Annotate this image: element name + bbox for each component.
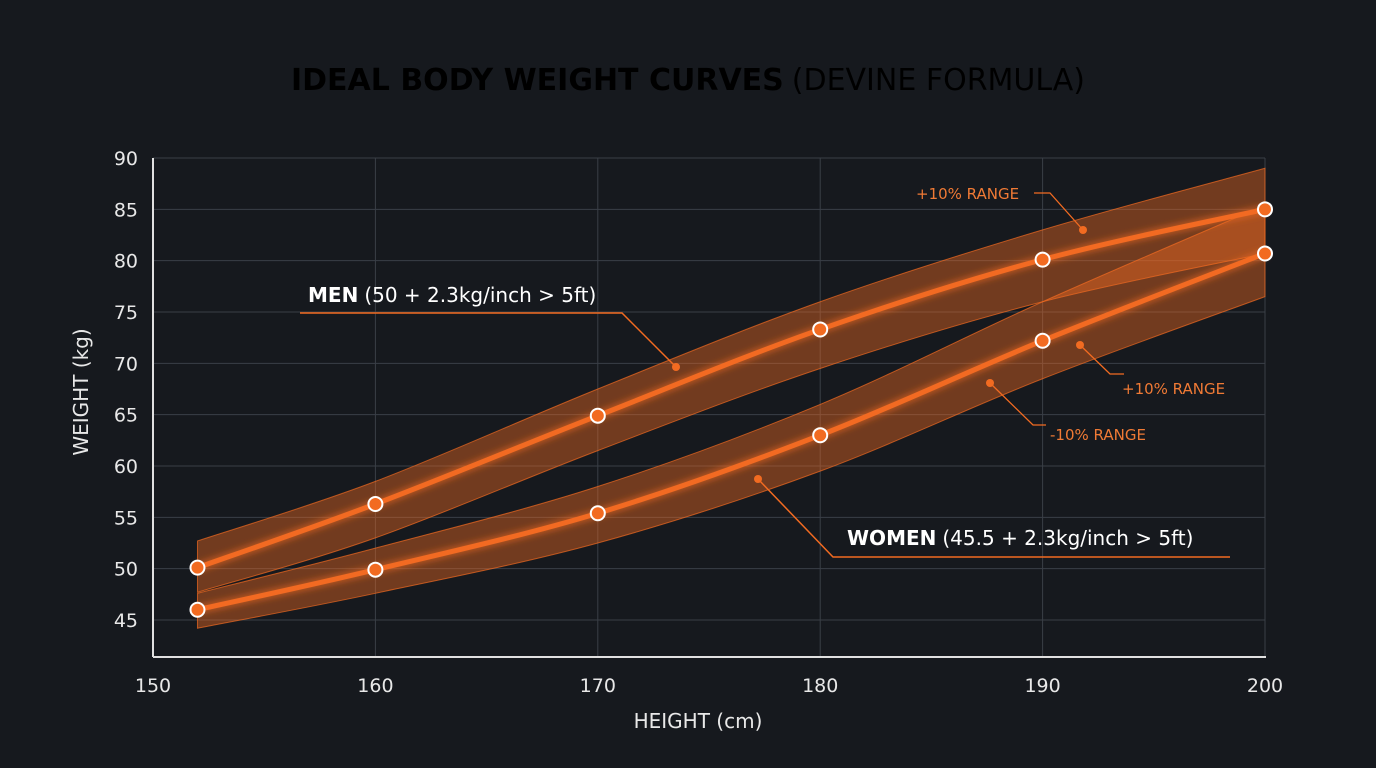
svg-text:-10% RANGE: -10% RANGE: [1050, 426, 1146, 444]
x-tick-label: 180: [802, 675, 838, 697]
ticks: 45 50 55 60 65 70 75 80 85 90 150 160 170 180 190 200: [114, 148, 1283, 697]
y-tick-label: 75: [114, 302, 138, 324]
men-data-point: [367, 495, 384, 512]
title-main: IDEAL BODY WEIGHT CURVES: [291, 63, 784, 98]
svg-text:WOMEN(45.5 + 2.3kg/inch > 5ft): WOMEN (45.5 + 2.3kg/inch > 5ft): [847, 526, 1193, 550]
bands: [196, 167, 1266, 629]
men-data-point: [1034, 251, 1051, 268]
women-data-point: [1034, 332, 1051, 349]
men-label: MEN (50 + 2.3kg/inch > 5ft): [300, 283, 680, 371]
y-tick-label: 80: [114, 251, 138, 273]
y-tick-label: 85: [114, 199, 138, 221]
svg-text:+10% RANGE: +10% RANGE: [916, 185, 1019, 203]
x-tick-label: 160: [357, 675, 393, 697]
annotation-men-upper: +10% RANGE: [916, 185, 1087, 234]
y-tick-label: 55: [114, 507, 138, 529]
annotation-women-upper: +10% RANGE: [1076, 341, 1225, 398]
men-data-point: [589, 407, 606, 424]
x-tick-label: 190: [1024, 675, 1060, 697]
svg-text:+10% RANGE: +10% RANGE: [1122, 380, 1225, 398]
men-data-point: [189, 559, 206, 576]
y-tick-label: 50: [114, 559, 138, 581]
men-data-point: [812, 321, 829, 338]
x-tick-label: 170: [580, 675, 616, 697]
chart-title: IDEAL BODY WEIGHT CURVES (DEVINE FORMULA): [291, 63, 1085, 98]
y-tick-label: 90: [114, 148, 138, 170]
y-axis-label: WEIGHT (kg): [69, 328, 93, 455]
women-label: WOMEN (45.5 + 2.3kg/inch > 5ft): [754, 475, 1230, 558]
x-tick-label: 200: [1247, 675, 1283, 697]
svg-text:MEN(50 + 2.3kg/inch > 5ft): MEN (50 + 2.3kg/inch > 5ft): [308, 283, 596, 307]
men-data-point: [1257, 201, 1273, 218]
annotation-women-lower: -10% RANGE: [986, 379, 1146, 444]
x-tick-label: 150: [135, 675, 171, 697]
y-tick-label: 70: [114, 353, 138, 375]
y-tick-label: 60: [114, 456, 138, 478]
data-points: [189, 201, 1273, 618]
women-data-point: [589, 505, 606, 522]
title-sub: (DEVINE FORMULA): [792, 63, 1085, 98]
women-data-point: [367, 561, 384, 578]
y-tick-label: 65: [114, 405, 138, 427]
y-tick-label: 45: [114, 610, 138, 632]
women-data-point: [189, 601, 206, 618]
x-axis-label: HEIGHT (cm): [634, 709, 763, 733]
women-data-point: [1257, 245, 1273, 262]
women-data-point: [812, 427, 829, 444]
